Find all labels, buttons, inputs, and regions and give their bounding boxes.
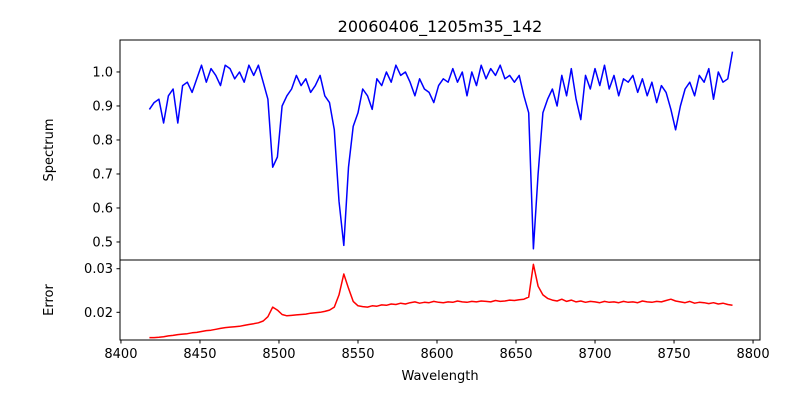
y-tick-label: 0.03 [84, 262, 113, 277]
spectrum-line [148, 51, 734, 250]
spectrum-axes: 0.5 0.6 0.7 0.8 0.9 1.0 [92, 39, 761, 261]
y-tick-label: 1.0 [92, 65, 113, 80]
x-tick-label: 8600 [420, 347, 453, 362]
x-tick-label: 8450 [183, 347, 216, 362]
x-tick-label: 8700 [578, 347, 611, 362]
y-tick-label: 0.5 [92, 235, 113, 250]
y-tick-label: 0.6 [92, 201, 113, 216]
x-tick-label: 8650 [499, 347, 532, 362]
y-tick-label: 0.7 [92, 167, 113, 182]
x-axis-label: Wavelength [401, 369, 478, 384]
x-tick-label: 8750 [657, 347, 690, 362]
y-tick-label: 0.8 [92, 133, 113, 148]
x-tick-label: 8400 [104, 347, 137, 362]
error-ylabel: Error [42, 284, 57, 316]
y-tick-label: 0.02 [84, 306, 113, 321]
x-tick-label: 8550 [341, 347, 374, 362]
spectrum-ylabel: Spectrum [42, 119, 57, 182]
chart-title: 20060406_1205m35_142 [338, 17, 543, 37]
y-tick-label: 0.9 [92, 99, 113, 114]
x-tick-label: 8800 [737, 347, 770, 362]
axes-frame [119, 259, 761, 341]
error-line [149, 263, 733, 339]
x-tick-label: 8500 [262, 347, 295, 362]
axes-frame [119, 39, 761, 261]
error-axes: 0.02 0.03 8400 8450 8500 8550 8600 8650 8700 8750… [84, 259, 770, 362]
